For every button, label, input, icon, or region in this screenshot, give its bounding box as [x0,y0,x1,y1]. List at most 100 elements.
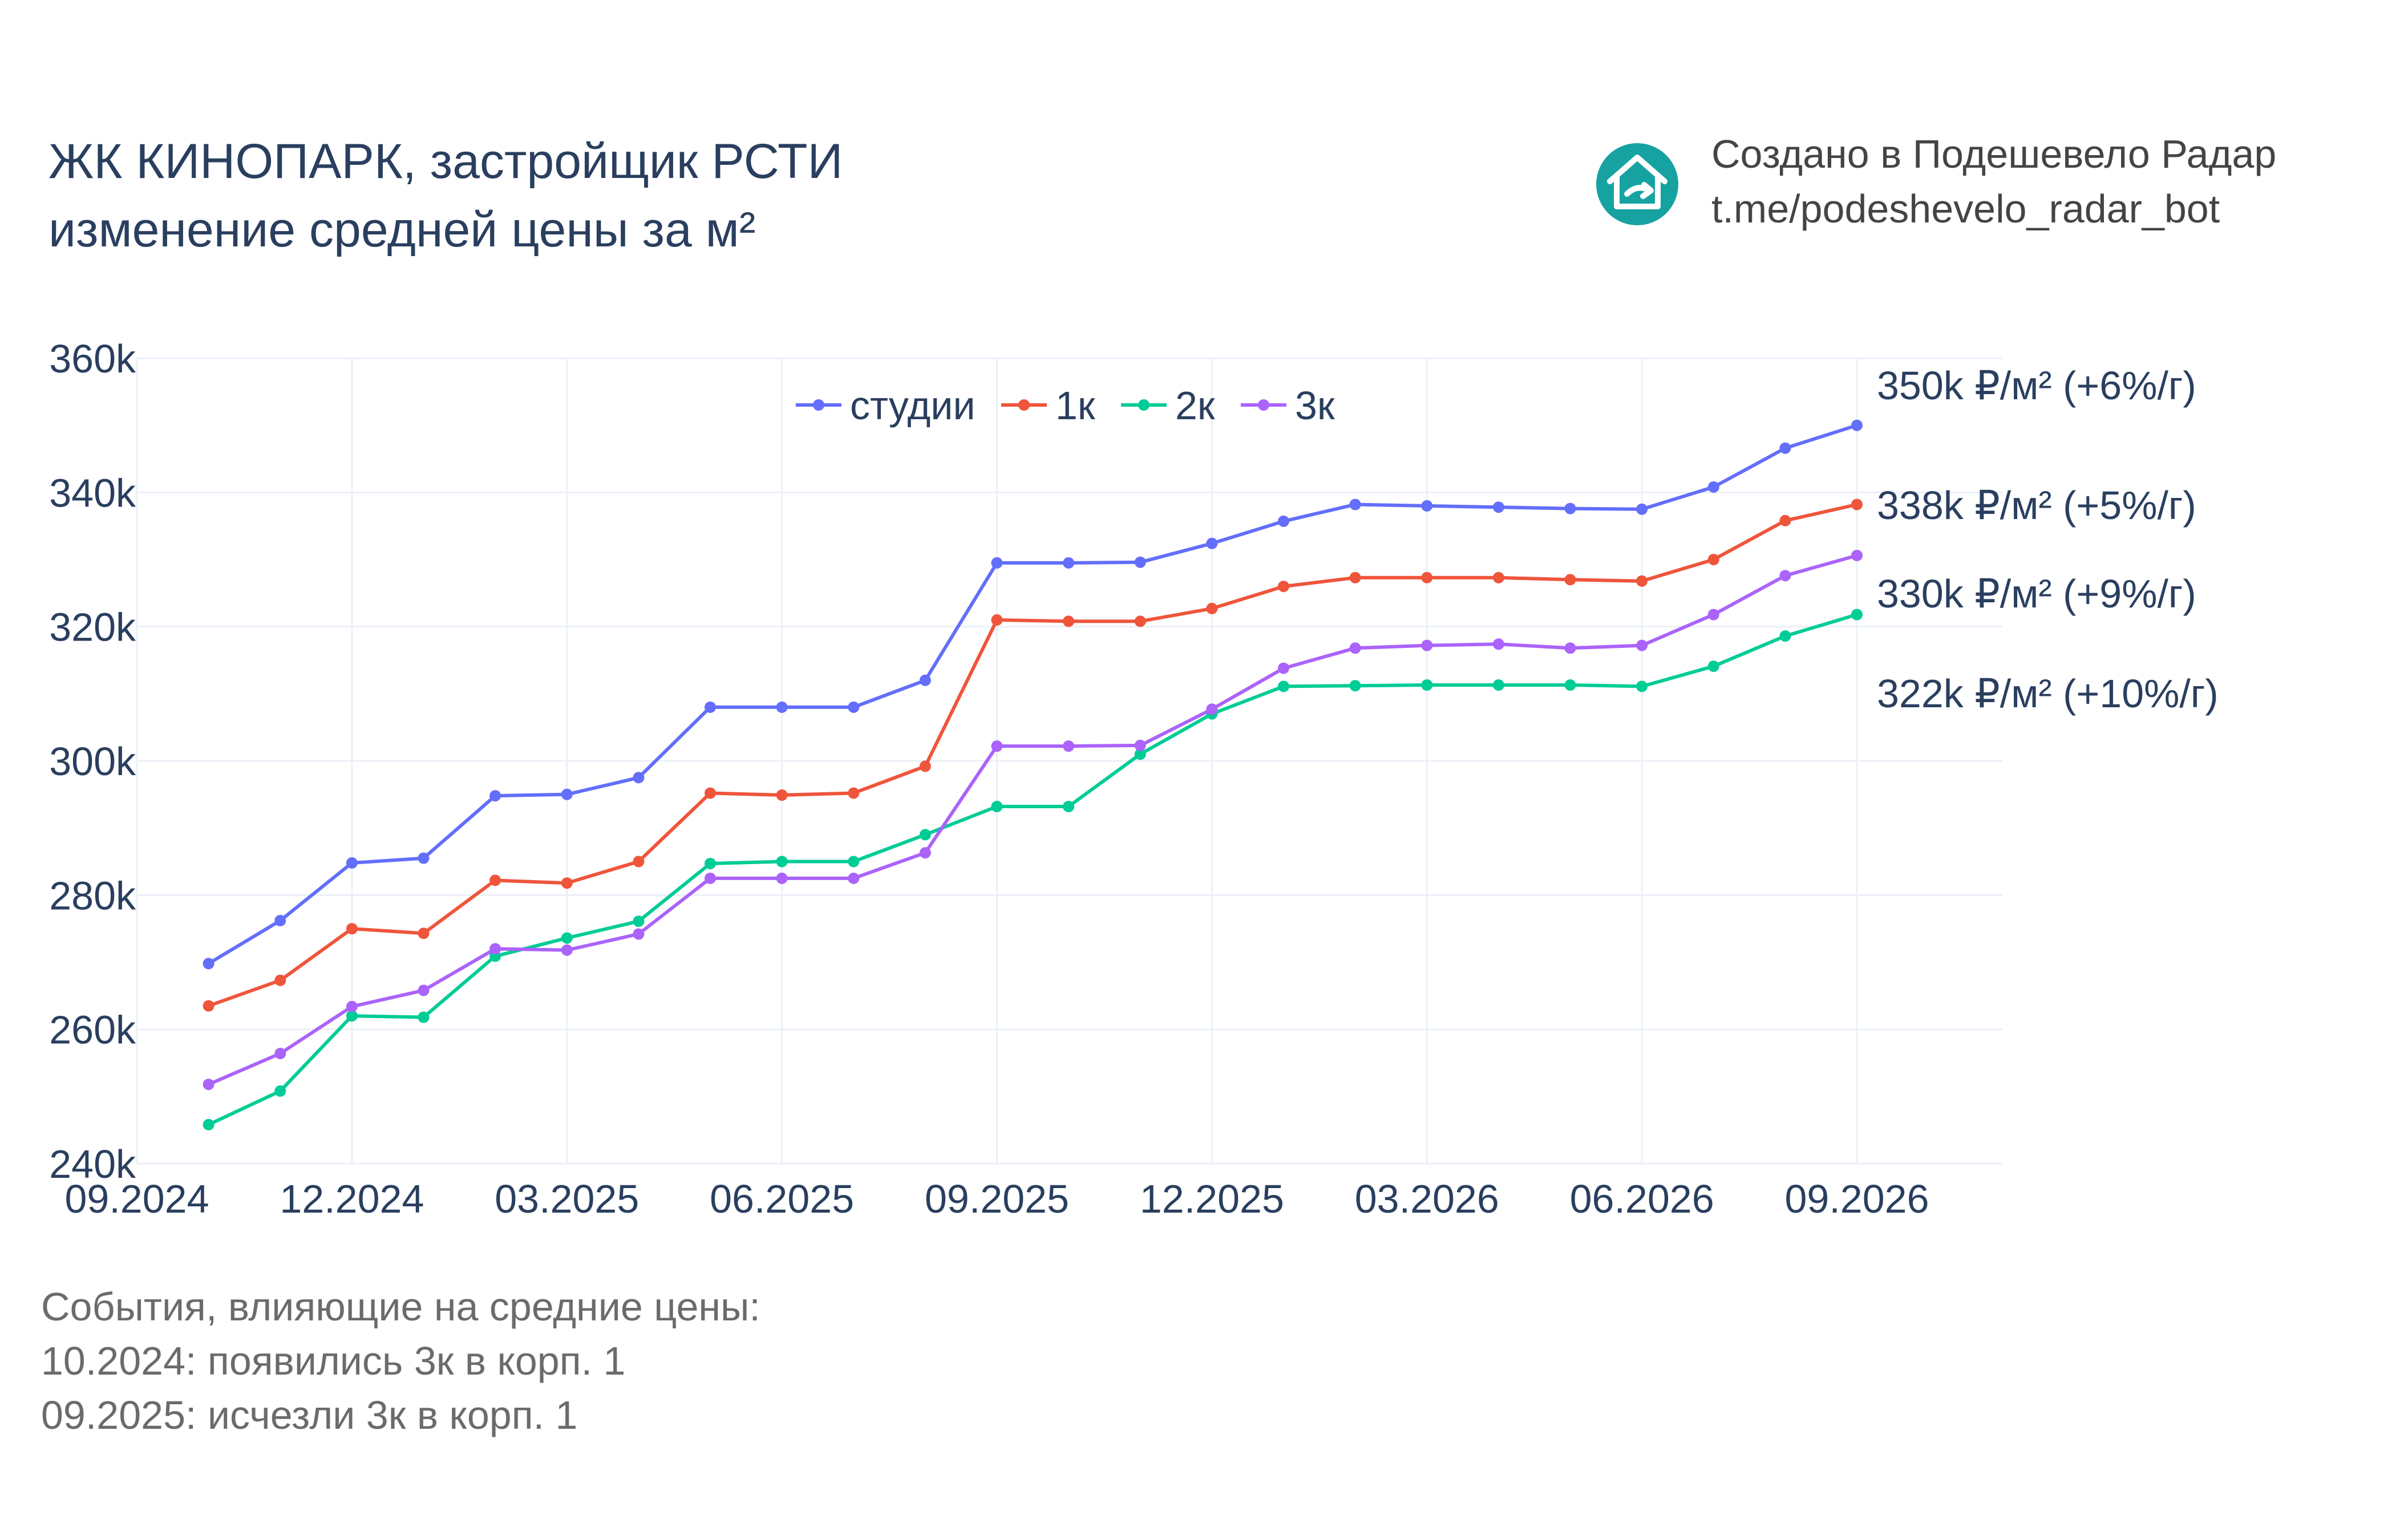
data-point [203,1000,214,1012]
data-point [1349,499,1361,510]
data-point [1134,556,1146,568]
data-point [776,856,788,868]
data-point [1492,572,1504,583]
event-item-2: 09.2025: исчезли 3к в корп. 1 [41,1393,577,1437]
x-tick-label: 06.2026 [1570,1177,1714,1221]
legend-swatch-marker [1138,399,1150,411]
house-arrow-icon [1607,155,1668,209]
data-point [346,923,358,935]
data-point [346,857,358,869]
data-point [1421,572,1433,583]
data-point [1349,572,1361,583]
data-point [1278,662,1289,674]
data-point [1779,570,1791,582]
legend-swatch-marker [1018,399,1030,411]
legend-item-3[interactable]: 2к [1121,383,1215,428]
data-point [1421,679,1433,691]
x-axis-ticks: 09.2024 12.2024 03.2025 06.2025 09.2025 12.20… [64,1177,1929,1221]
legend-item-1[interactable]: студии [796,383,976,428]
x-tick-label: 12.2024 [280,1177,424,1221]
data-point [274,915,286,926]
data-point [919,847,931,859]
data-point [776,789,788,801]
data-point [776,872,788,884]
data-point [633,856,645,868]
legend-item-4[interactable]: 3к [1241,383,1335,428]
data-point [1636,639,1648,651]
brand-link[interactable]: t.me/podeshevelo_radar_bot [1711,187,2220,231]
legend: студии 1к 2к 3к [796,383,1335,428]
events-heading: События, влияющие на средние цены: [41,1284,760,1329]
legend-label: 2к [1175,383,1215,428]
legend-label: 1к [1055,383,1095,428]
data-point [1779,514,1791,526]
data-point [1492,679,1504,691]
data-point [1134,739,1146,751]
data-point [1134,615,1146,627]
legend-swatch-marker [813,399,824,411]
data-point [274,1085,286,1097]
data-point [1349,642,1361,654]
data-point [274,974,286,986]
data-point [776,701,788,713]
y-tick-label: 320k [49,605,136,650]
data-point [1492,501,1504,513]
data-point [1063,801,1075,812]
data-point [848,872,860,884]
data-point [705,787,716,799]
data-point [1851,419,1863,431]
y-tick-label: 240k [49,1142,136,1186]
data-point [1134,748,1146,760]
data-point [705,858,716,869]
data-point [1851,609,1863,621]
brand-logo[interactable] [1596,143,1678,225]
data-point [1564,679,1576,691]
brand-name: Создано в Подешевело Радар [1711,132,2276,176]
data-point [489,790,501,802]
y-tick-label: 280k [49,873,136,918]
data-point [1564,574,1576,586]
legend-item-2[interactable]: 1к [1001,383,1095,428]
data-point [991,801,1003,812]
data-point [1707,554,1719,565]
series-2 [203,499,1863,1012]
data-point [1707,660,1719,672]
data-point [705,701,716,713]
data-point [203,958,214,970]
data-point [1779,630,1791,642]
series-1 [203,419,1863,970]
series-line [208,502,1857,1008]
series-line [208,554,1857,1086]
series-3 [203,609,1863,1130]
data-point [848,787,860,799]
data-point [346,1010,358,1022]
data-point [1063,740,1075,752]
data-point [705,872,716,884]
data-point [1636,575,1648,587]
legend-label: студии [850,383,976,428]
series-end-label: 330k ₽/м² (+9%/г) [1877,572,2196,616]
y-axis-ticks: 240k 260k 280k 300k 320k 340k 360k [49,337,136,1186]
data-point [561,944,573,956]
series-end-label: 338k ₽/м² (+5%/г) [1877,483,2196,528]
data-point [1063,557,1075,569]
data-point [418,1011,430,1023]
data-point [991,557,1003,569]
series-line [208,423,1857,965]
data-point [1349,680,1361,692]
data-point [1421,639,1433,651]
data-point [418,927,430,939]
x-tick-label: 03.2026 [1355,1177,1499,1221]
data-point [1278,680,1289,692]
data-point [203,1079,214,1091]
data-point [1206,703,1218,715]
data-point [203,1118,214,1130]
y-tick-label: 340k [49,471,136,515]
data-point [1851,549,1863,561]
data-point [1063,615,1075,627]
data-point [1636,680,1648,692]
data-point [1492,638,1504,650]
data-point [418,852,430,864]
data-point [1707,481,1719,493]
end-labels: 350k ₽/м² (+6%/г) 338k ₽/м² (+5%/г) 330k ₽… [1877,363,2219,716]
